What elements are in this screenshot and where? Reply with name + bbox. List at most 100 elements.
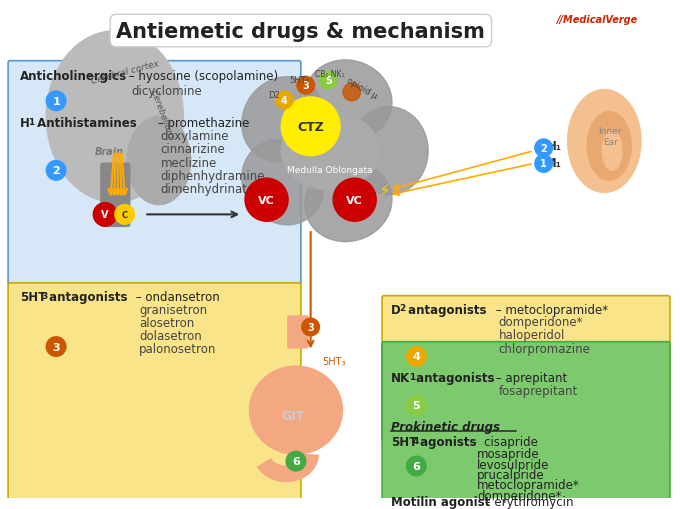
Text: Motilin agonist: Motilin agonist <box>391 495 490 508</box>
Text: 6: 6 <box>413 461 420 471</box>
Text: 1: 1 <box>409 372 415 381</box>
Text: D: D <box>391 303 401 316</box>
Text: – hyoscine (scopolamine): – hyoscine (scopolamine) <box>124 70 277 83</box>
FancyBboxPatch shape <box>8 284 301 500</box>
Text: antagonists: antagonists <box>404 303 486 316</box>
Text: H₁: H₁ <box>547 140 562 153</box>
Text: cinnarizine: cinnarizine <box>161 143 226 156</box>
Ellipse shape <box>602 132 622 171</box>
Text: GIT: GIT <box>282 409 305 422</box>
Circle shape <box>115 205 135 225</box>
Text: 1: 1 <box>28 118 34 127</box>
Text: Antihistamines: Antihistamines <box>33 117 136 130</box>
Text: 5: 5 <box>413 401 420 410</box>
Text: alosetron: alosetron <box>139 316 194 329</box>
Text: meclizine: meclizine <box>161 156 217 169</box>
Circle shape <box>343 84 360 102</box>
Text: chlorpromazine: chlorpromazine <box>498 342 590 355</box>
Text: domperidone*: domperidone* <box>498 316 583 329</box>
Text: mosapride: mosapride <box>477 447 540 461</box>
Text: – promethazine: – promethazine <box>154 117 250 130</box>
Text: 3: 3 <box>52 342 60 352</box>
Text: CB₁ NK₁: CB₁ NK₁ <box>316 70 345 79</box>
Text: ⚡: ⚡ <box>378 182 390 200</box>
Text: 5HT₃: 5HT₃ <box>289 76 309 85</box>
Circle shape <box>46 337 66 357</box>
Circle shape <box>320 72 337 90</box>
Text: 4: 4 <box>413 352 420 361</box>
Circle shape <box>535 140 552 157</box>
Text: 3: 3 <box>41 291 48 300</box>
Circle shape <box>407 395 426 415</box>
Text: levosulpride: levosulpride <box>477 458 549 471</box>
Text: 5HT: 5HT <box>20 290 46 303</box>
FancyBboxPatch shape <box>382 296 670 437</box>
Ellipse shape <box>242 77 324 162</box>
Ellipse shape <box>250 366 343 455</box>
Text: 2: 2 <box>400 304 406 313</box>
Text: 1: 1 <box>541 159 547 169</box>
Ellipse shape <box>46 32 184 203</box>
Text: Cerebellum: Cerebellum <box>149 88 175 139</box>
Text: palonosetron: palonosetron <box>139 343 217 355</box>
Text: H: H <box>20 117 30 130</box>
Text: agonists: agonists <box>416 435 477 448</box>
Text: – metoclopramide*: – metoclopramide* <box>492 303 608 316</box>
Text: antagonists: antagonists <box>46 290 128 303</box>
Ellipse shape <box>568 91 641 193</box>
Text: domperidone*: domperidone* <box>477 489 562 501</box>
Ellipse shape <box>242 140 324 225</box>
Text: V: V <box>101 210 109 220</box>
Circle shape <box>46 161 66 181</box>
Text: doxylamine: doxylamine <box>161 130 229 143</box>
Text: D2: D2 <box>269 91 280 100</box>
Text: CTZ: CTZ <box>297 121 324 133</box>
Text: opioid μ: opioid μ <box>345 76 378 101</box>
Text: Inner
Ear: Inner Ear <box>598 127 622 147</box>
Text: 5HT: 5HT <box>391 435 417 448</box>
Text: Brain: Brain <box>95 147 124 157</box>
Text: 6: 6 <box>292 456 300 466</box>
Text: 5HT₃: 5HT₃ <box>322 357 346 366</box>
Ellipse shape <box>305 61 392 140</box>
Text: Prokinetic drugs: Prokinetic drugs <box>391 420 500 433</box>
Text: –  cisapride: – cisapride <box>467 435 538 448</box>
Text: – aprepitant: – aprepitant <box>492 371 567 384</box>
Circle shape <box>245 179 288 222</box>
Circle shape <box>282 98 340 156</box>
Text: 5: 5 <box>325 76 332 86</box>
Text: NK: NK <box>391 371 410 384</box>
Text: Cerebral cortex: Cerebral cortex <box>90 59 160 86</box>
Ellipse shape <box>127 117 190 205</box>
Text: C: C <box>122 211 128 219</box>
FancyBboxPatch shape <box>382 381 670 442</box>
Circle shape <box>297 77 315 95</box>
Text: haloperidol: haloperidol <box>498 329 565 342</box>
Text: 4: 4 <box>281 96 288 106</box>
Text: diphenhydramine: diphenhydramine <box>161 169 265 183</box>
Text: //MedicalVerge: //MedicalVerge <box>558 15 639 24</box>
Circle shape <box>407 456 426 476</box>
Text: granisetron: granisetron <box>139 303 207 316</box>
Text: 2: 2 <box>541 144 547 154</box>
Text: Anticholinergics: Anticholinergics <box>20 70 127 83</box>
Ellipse shape <box>282 112 379 190</box>
Text: dicyclomine: dicyclomine <box>131 85 202 98</box>
Text: 1: 1 <box>52 97 60 106</box>
Text: – erythromycin: – erythromycin <box>481 495 573 508</box>
Text: 2: 2 <box>52 166 60 176</box>
Ellipse shape <box>305 163 392 242</box>
Text: metoclopramide*: metoclopramide* <box>477 478 580 491</box>
Circle shape <box>93 203 117 227</box>
Text: M₁: M₁ <box>545 157 562 169</box>
Text: Medulla Oblongata: Medulla Oblongata <box>288 166 373 175</box>
FancyBboxPatch shape <box>287 316 309 349</box>
Text: 3: 3 <box>303 81 309 91</box>
Text: VC: VC <box>346 195 363 205</box>
Ellipse shape <box>588 112 631 181</box>
Text: 3: 3 <box>307 322 314 332</box>
FancyBboxPatch shape <box>8 62 301 286</box>
Text: Antiemetic drugs & mechanism: Antiemetic drugs & mechanism <box>116 21 486 41</box>
Text: prucalpride: prucalpride <box>477 468 545 481</box>
Text: 4: 4 <box>413 436 419 445</box>
